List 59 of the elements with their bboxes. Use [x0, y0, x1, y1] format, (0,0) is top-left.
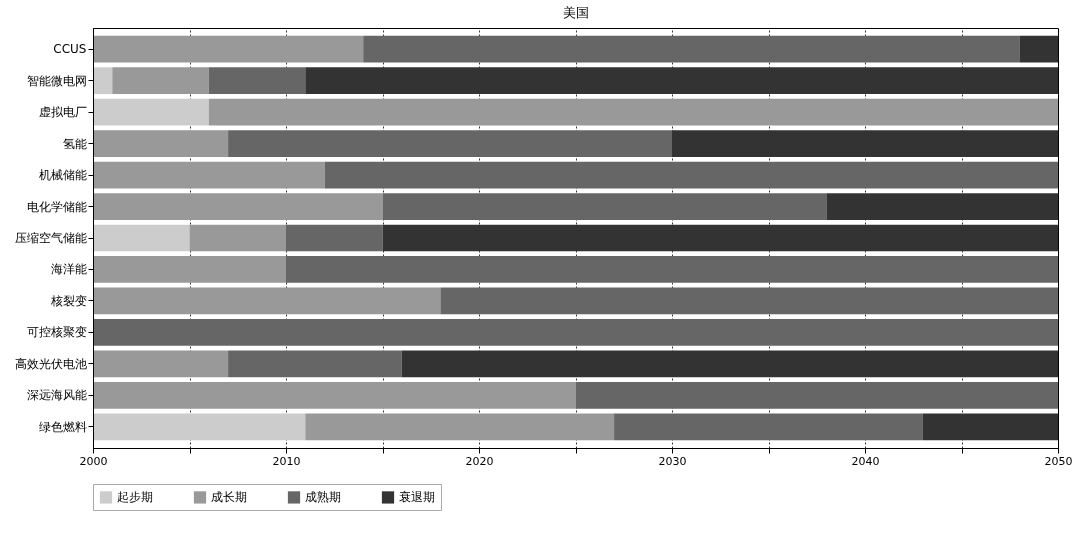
- bar: [614, 413, 923, 441]
- y-tick-label: 绿色燃料: [38, 419, 87, 434]
- bar: [305, 413, 615, 441]
- bar: [93, 161, 325, 189]
- y-tick-label: CCUS: [53, 42, 87, 57]
- bar: [324, 161, 1058, 189]
- y-tick-label: 氢能: [62, 136, 87, 151]
- bar: [93, 256, 286, 283]
- bar: [93, 130, 229, 157]
- x-tick-label: 2000: [79, 454, 108, 468]
- bar: [575, 381, 1058, 409]
- bar: [228, 130, 672, 157]
- bar: [208, 98, 1058, 126]
- y-tick-label: 智能微电网: [26, 73, 87, 88]
- bar: [93, 98, 209, 126]
- legend-label: 成熟期: [305, 490, 341, 505]
- bar: [93, 67, 113, 95]
- bar: [93, 319, 1058, 346]
- x-tick-label: 2030: [658, 454, 687, 468]
- bar: [286, 256, 1058, 283]
- y-tick-label: 电化学储能: [26, 199, 87, 214]
- y-tick-label: 压缩空气储能: [14, 231, 87, 245]
- bar: [826, 193, 1058, 220]
- x-tick-label: 2050: [1044, 454, 1073, 468]
- y-tick-label: 海洋能: [50, 262, 87, 277]
- bar: [1019, 35, 1058, 63]
- bar: [93, 381, 576, 409]
- bar: [93, 413, 306, 441]
- y-tick-label: 核裂变: [49, 293, 87, 308]
- bar: [382, 193, 827, 220]
- x-tick-label: 2040: [851, 454, 880, 468]
- bar: [112, 67, 209, 95]
- bar: [93, 193, 383, 220]
- bar: [286, 224, 383, 252]
- x-tick-label: 2020: [465, 454, 494, 468]
- x-tick-label: 2010: [272, 454, 301, 468]
- bar: [922, 413, 1058, 441]
- bar: [440, 287, 1058, 315]
- bar: [672, 130, 1058, 157]
- bar: [93, 35, 364, 63]
- chart-title: 美国: [562, 5, 589, 20]
- y-tick-label: 可控核聚变: [26, 325, 87, 340]
- bar: [93, 224, 190, 252]
- legend-label: 成长期: [211, 490, 247, 505]
- y-tick-label: 深远海风能: [26, 388, 87, 403]
- y-tick-label: 高效光伏电池: [14, 356, 87, 371]
- bar: [382, 224, 1058, 252]
- y-tick-label: 机械储能: [38, 168, 87, 183]
- bar: [189, 224, 286, 252]
- legend-label: 衰退期: [399, 490, 435, 505]
- bar: [228, 350, 402, 378]
- legend-label: 起步期: [117, 490, 153, 505]
- y-tick-label: 虚拟电厂: [38, 105, 87, 120]
- bar: [401, 350, 1058, 378]
- bar: [363, 35, 1020, 63]
- bar: [208, 67, 306, 95]
- bar: [93, 350, 229, 378]
- bar: [305, 67, 1058, 95]
- bar: [93, 287, 441, 315]
